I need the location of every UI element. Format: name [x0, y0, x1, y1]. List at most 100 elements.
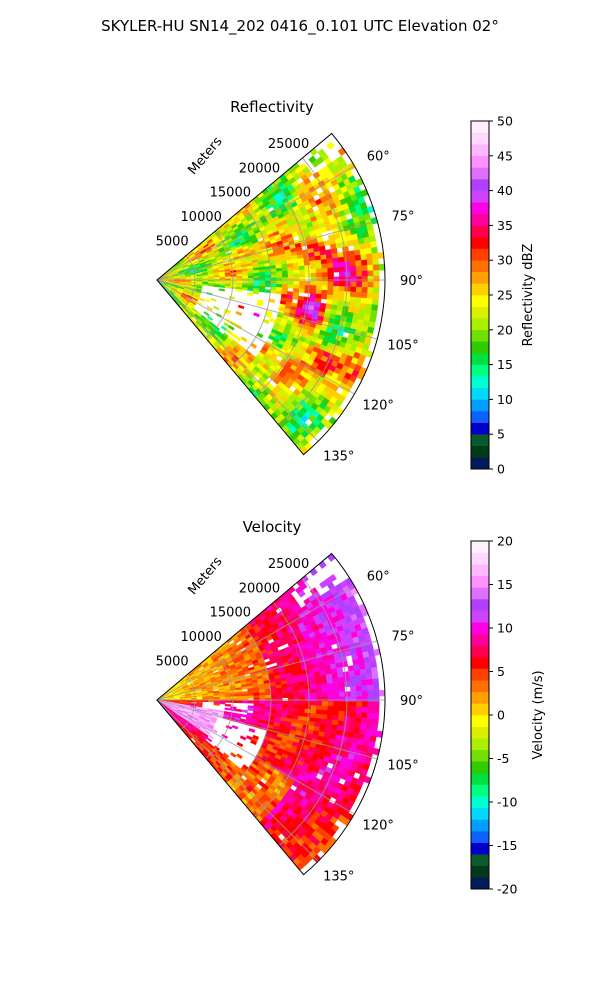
- colorbar-label: Reflectivity dBZ: [521, 244, 536, 347]
- radar-cell: [287, 266, 294, 272]
- radar-cell: [350, 265, 357, 272]
- radar-cell: [320, 258, 328, 265]
- colorbar-tick-label: 45: [497, 148, 513, 163]
- azimuth-tick-label: 75°: [392, 630, 415, 645]
- radar-cell: [237, 304, 245, 310]
- radar-cell: [361, 701, 369, 708]
- radar-cell: [253, 700, 260, 704]
- azimuth-tick-label: 105°: [387, 758, 418, 773]
- radar-cell: [355, 260, 362, 267]
- range-tick-label: 5000: [156, 235, 189, 250]
- colorbar-swatch: [471, 703, 489, 716]
- azimuth-tick-label: 75°: [392, 210, 415, 225]
- colorbar-swatch: [471, 376, 489, 389]
- radar-cell: [332, 677, 339, 684]
- colorbar-swatch: [471, 691, 489, 704]
- radar-cell: [304, 264, 311, 270]
- radar-cell: [253, 312, 260, 318]
- radar-cell: [299, 700, 306, 706]
- radar-cell: [371, 672, 379, 680]
- radar-cell: [327, 276, 334, 282]
- radar-cell: [339, 281, 346, 287]
- radar-cell: [350, 276, 357, 282]
- radar-cell: [327, 281, 334, 287]
- radar-cell: [365, 303, 373, 311]
- radar-cell: [350, 685, 357, 692]
- radar-cell: [309, 680, 317, 686]
- radar-cell: [350, 701, 357, 708]
- radar-cell: [247, 700, 255, 704]
- radar-cell: [370, 246, 378, 254]
- radar-cell: [338, 271, 346, 278]
- radar-cell: [321, 701, 329, 707]
- radar-cell: [321, 692, 329, 698]
- colorbar-tick-label: 40: [497, 183, 513, 198]
- radar-cell: [338, 710, 345, 717]
- radar-cell: [348, 301, 356, 309]
- radar-cell: [225, 276, 232, 280]
- radar-cell: [343, 681, 351, 688]
- radar-cell: [203, 298, 211, 303]
- radar-cell: [327, 710, 334, 716]
- radar-cell: [258, 288, 266, 293]
- azimuth-tick-label: 135°: [323, 450, 354, 465]
- radar-cell: [333, 267, 340, 273]
- colorbar-swatch: [471, 144, 489, 157]
- radar-cell: [321, 263, 328, 269]
- radar-cell: [253, 275, 260, 279]
- radar-cell: [235, 708, 243, 713]
- radar-cell: [270, 289, 277, 294]
- radar-cell: [349, 675, 356, 682]
- radar-cell: [338, 266, 346, 273]
- radar-cell: [287, 704, 294, 709]
- radar-cell: [344, 286, 351, 293]
- radar-cell: [366, 718, 374, 725]
- radar-cell: [276, 691, 283, 696]
- radar-cell: [343, 676, 351, 683]
- radar-cell: [264, 289, 271, 294]
- colorbar-swatch: [471, 552, 489, 565]
- radar-cell: [354, 669, 361, 676]
- radar-cell: [344, 696, 351, 702]
- radar-cell: [355, 286, 363, 293]
- radar-cell: [264, 691, 272, 696]
- azimuth-spoke: [156, 279, 319, 442]
- radar-cell: [316, 701, 323, 707]
- colorbar-swatch: [471, 318, 489, 331]
- radar-cell: [356, 701, 363, 708]
- colorbar-swatch: [471, 306, 489, 319]
- colorbar-swatch: [471, 260, 489, 273]
- colorbar-label: Velocity (m/s): [531, 670, 546, 759]
- radar-cell: [275, 687, 283, 692]
- radar-cell: [359, 668, 367, 676]
- radar-cell: [367, 287, 374, 294]
- radar-cell: [316, 285, 323, 291]
- radar-cell: [367, 690, 374, 697]
- radar-cell: [344, 276, 351, 282]
- radar-cell: [234, 335, 242, 342]
- radar-cell: [327, 701, 334, 707]
- radar-cell: [259, 272, 266, 276]
- radar-cell: [248, 728, 256, 733]
- radar-cell: [349, 296, 356, 303]
- radar-cell: [367, 264, 374, 272]
- radar-cell: [361, 292, 368, 299]
- radar-cell: [338, 681, 345, 688]
- radar-cell: [298, 261, 305, 267]
- colorbar-swatch: [471, 749, 489, 762]
- radar-cell: [360, 297, 368, 305]
- radar-cell: [225, 725, 233, 730]
- radar-cell: [349, 255, 356, 262]
- radar-cell: [333, 696, 340, 702]
- radar-cell: [299, 273, 306, 278]
- radar-cell: [310, 272, 317, 278]
- radar-cell: [235, 311, 243, 316]
- radar-cell: [223, 310, 230, 316]
- radar-cell: [281, 267, 289, 272]
- radar-cell: [350, 281, 357, 288]
- colorbar-swatch: [471, 854, 489, 867]
- polar-grid: [156, 157, 385, 442]
- colorbar-swatch: [471, 842, 489, 855]
- radar-cell: [241, 709, 248, 713]
- radar-cell: [355, 685, 363, 692]
